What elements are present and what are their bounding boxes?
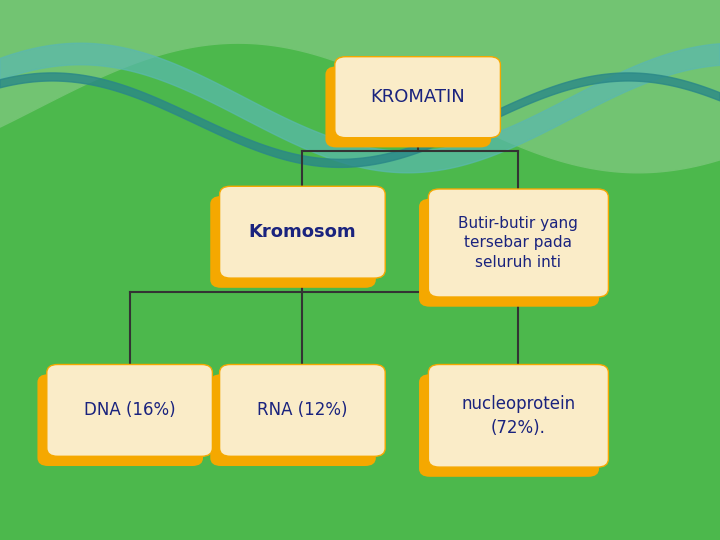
FancyBboxPatch shape xyxy=(419,374,599,477)
FancyBboxPatch shape xyxy=(335,57,500,138)
Text: Kromosom: Kromosom xyxy=(248,223,356,241)
FancyBboxPatch shape xyxy=(325,66,491,147)
FancyBboxPatch shape xyxy=(47,364,212,456)
FancyBboxPatch shape xyxy=(428,189,608,297)
FancyBboxPatch shape xyxy=(428,364,608,467)
Text: RNA (12%): RNA (12%) xyxy=(257,401,348,420)
FancyBboxPatch shape xyxy=(419,199,599,307)
FancyBboxPatch shape xyxy=(210,196,376,288)
FancyBboxPatch shape xyxy=(220,186,385,278)
Text: nucleoprotein
(72%).: nucleoprotein (72%). xyxy=(462,395,575,437)
Text: Butir-butir yang
tersebar pada
seluruh inti: Butir-butir yang tersebar pada seluruh i… xyxy=(459,215,578,271)
FancyBboxPatch shape xyxy=(220,364,385,456)
FancyBboxPatch shape xyxy=(210,374,376,466)
Text: DNA (16%): DNA (16%) xyxy=(84,401,176,420)
Text: KROMATIN: KROMATIN xyxy=(370,88,465,106)
FancyBboxPatch shape xyxy=(37,374,203,466)
